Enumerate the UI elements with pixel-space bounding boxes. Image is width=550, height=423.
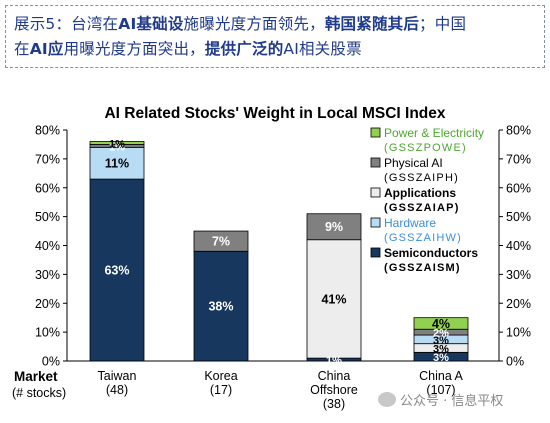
legend-series-name: Power & Electricity [384, 126, 484, 140]
chart-title: AI Related Stocks' Weight in Local MSCI … [104, 105, 445, 122]
y-tick-label-left: 50% [35, 210, 60, 224]
legend-series-code: (GSSZAISM) [384, 262, 461, 274]
x-axis-label: Market [14, 369, 58, 384]
x-tick-count: (38) [323, 397, 345, 411]
header-text-segment: ；中国 [419, 15, 467, 33]
y-tick-label-right: 60% [506, 181, 531, 195]
header-line-1: 展示5：台湾在AI基础设施曝光度方面领先，韩国紧随其后；中国 [14, 12, 536, 37]
y-tick-label-right: 30% [506, 268, 531, 282]
x-tick-label: Offshore [310, 383, 358, 397]
y-tick-label-right: 10% [506, 326, 531, 340]
x-tick-label: China [318, 369, 351, 383]
x-tick-label: Korea [204, 369, 237, 383]
bar-data-label: 3% [433, 344, 449, 356]
bar-data-label: 7% [212, 235, 230, 249]
header-box: 展示5：台湾在AI基础设施曝光度方面领先，韩国紧随其后；中国 在AI应用曝光度方… [5, 5, 545, 68]
y-tick-label-left: 0% [42, 355, 60, 369]
y-tick-label-left: 20% [35, 297, 60, 311]
header-text-segment: AI应 [29, 40, 64, 58]
header-text-segment: 施曝光度方面领先， [183, 15, 325, 33]
y-tick-label-right: 80% [506, 124, 531, 138]
watermark-text: 公众号 · 信息平权 [400, 394, 504, 409]
legend-swatch [370, 217, 381, 228]
header-text-segment: AI相关股票 [283, 40, 362, 58]
y-tick-label-left: 40% [35, 239, 60, 253]
legend-swatch [370, 127, 381, 138]
bar-data-label: 1% [326, 355, 342, 367]
bar-data-label: 1% [109, 138, 125, 150]
bar-segment [193, 230, 249, 252]
bar-data-label: 38% [208, 300, 233, 314]
y-tick-label-left: 30% [35, 268, 60, 282]
legend-series-name: Applications [384, 186, 456, 200]
header-text-segment: AI基础设 [118, 15, 184, 33]
x-tick-label: China A [419, 369, 463, 383]
x-axis-sublabel: (# stocks) [12, 386, 66, 400]
y-tick-label-left: 10% [35, 326, 60, 340]
x-tick-count: (17) [210, 383, 232, 397]
bar-data-label: 3% [433, 335, 449, 347]
header-line-2: 在AI应用曝光度方面突出，提供广泛的AI相关股票 [14, 37, 536, 62]
x-tick-label: Taiwan [98, 369, 137, 383]
header-text-segment: 用曝光度方面突出， [63, 40, 205, 58]
bar-segment [306, 239, 362, 359]
bar-segment [413, 317, 469, 330]
bar-data-label: 9% [325, 220, 343, 234]
bar-segment [193, 250, 249, 362]
y-tick-label-right: 50% [506, 210, 531, 224]
legend-series-name: Hardware [384, 216, 436, 230]
header-text-segment: 提供广泛的 [204, 40, 284, 58]
legend-series-code: (GSSZPOWE) [384, 142, 467, 154]
legend-swatch [370, 157, 381, 168]
y-tick-label-left: 60% [35, 181, 60, 195]
legend-series-name: Physical AI [384, 156, 443, 170]
legend-series-code: (GSSZAIAP) [384, 202, 460, 214]
header-text-segment: 展示5：台湾在 [14, 15, 119, 33]
bar-segment [306, 213, 362, 241]
x-tick-count: (48) [106, 383, 128, 397]
bar-segment [89, 178, 145, 362]
bar-data-label: 41% [321, 292, 346, 306]
legend-series-name: Semiconductors [384, 246, 478, 260]
y-tick-label-left: 80% [35, 124, 60, 138]
legend-swatch [370, 247, 381, 258]
bar-data-label: 4% [432, 317, 450, 331]
bar-data-label: 11% [105, 157, 129, 171]
watermark: 公众号 · 信息平权 [378, 390, 503, 409]
bar-data-label: 1% [109, 141, 125, 153]
legend-series-code: (GSSZAIPH) [384, 172, 459, 184]
bar-data-label: 63% [104, 264, 129, 278]
legend-series-code: (GSSZAIHW) [384, 232, 462, 244]
bar-data-label: 2% [433, 328, 449, 340]
x-tick-count: (107) [426, 383, 455, 397]
y-tick-label-right: 0% [506, 355, 524, 369]
y-tick-label-right: 70% [506, 152, 531, 166]
y-tick-label-left: 70% [35, 152, 60, 166]
header-text-segment: 在 [14, 40, 30, 58]
legend-swatch [370, 187, 381, 198]
bar-data-label: 3% [433, 352, 449, 364]
y-tick-label-right: 20% [506, 297, 531, 311]
bar-segment [89, 146, 145, 180]
y-tick-label-right: 40% [506, 239, 531, 253]
bar-segment [89, 141, 145, 145]
header-text-segment: 韩国紧随其后 [324, 15, 420, 33]
wechat-icon [378, 392, 396, 407]
